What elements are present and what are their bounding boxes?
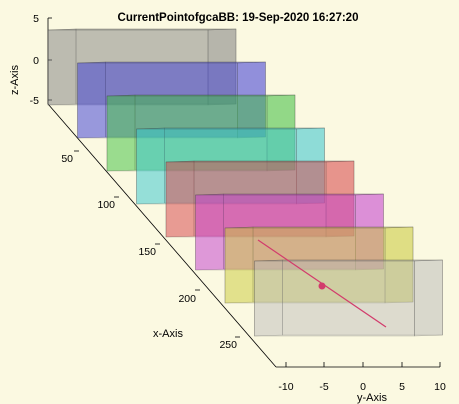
z-ticks: 5 0 -5 [30,13,52,107]
current-point-layer [257,239,387,328]
box-8 [254,259,443,337]
x-axis-line [47,103,277,368]
y-tick-label: -5 [319,381,328,393]
x-tick-label: 200 [178,293,196,305]
boxes-group [47,28,443,337]
box-1 [47,28,237,106]
axes: 5 0 -5 50 100 150 200 250 -10 -5 0 [9,13,446,404]
y-ticks: -10 -5 0 5 10 [278,362,446,393]
box-6 [195,193,384,271]
x-tick-label: 250 [219,339,237,351]
x-ticks: 50 100 150 200 250 [61,150,240,351]
box-5 [165,160,355,238]
x-tick-label: 100 [97,199,115,211]
box-7 [224,226,414,304]
y-tick-label: 5 [399,381,405,393]
y-axis-label: y-Axis [357,392,387,404]
y-tick-label: -10 [278,381,293,393]
chart-title: CurrentPointofgcaBB: 19-Sep-2020 16:27:2… [118,12,359,24]
box-2 [77,61,266,139]
box-3 [106,94,296,172]
z-tick-label: 5 [33,13,39,25]
x-tick-label: 150 [138,246,156,258]
x-tick-label: 50 [61,153,73,165]
z-tick-label: -5 [30,95,39,107]
y-tick-label: 10 [434,381,446,393]
current-point-marker [318,282,326,290]
z-axis-label: z-Axis [9,65,21,95]
x-axis-label: x-Axis [153,328,183,340]
z-tick-label: 0 [33,55,39,67]
y-tick-label: 0 [360,381,366,393]
box-4 [136,127,325,205]
